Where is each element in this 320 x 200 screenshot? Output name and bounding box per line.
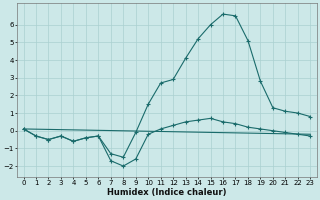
X-axis label: Humidex (Indice chaleur): Humidex (Indice chaleur): [107, 188, 227, 197]
